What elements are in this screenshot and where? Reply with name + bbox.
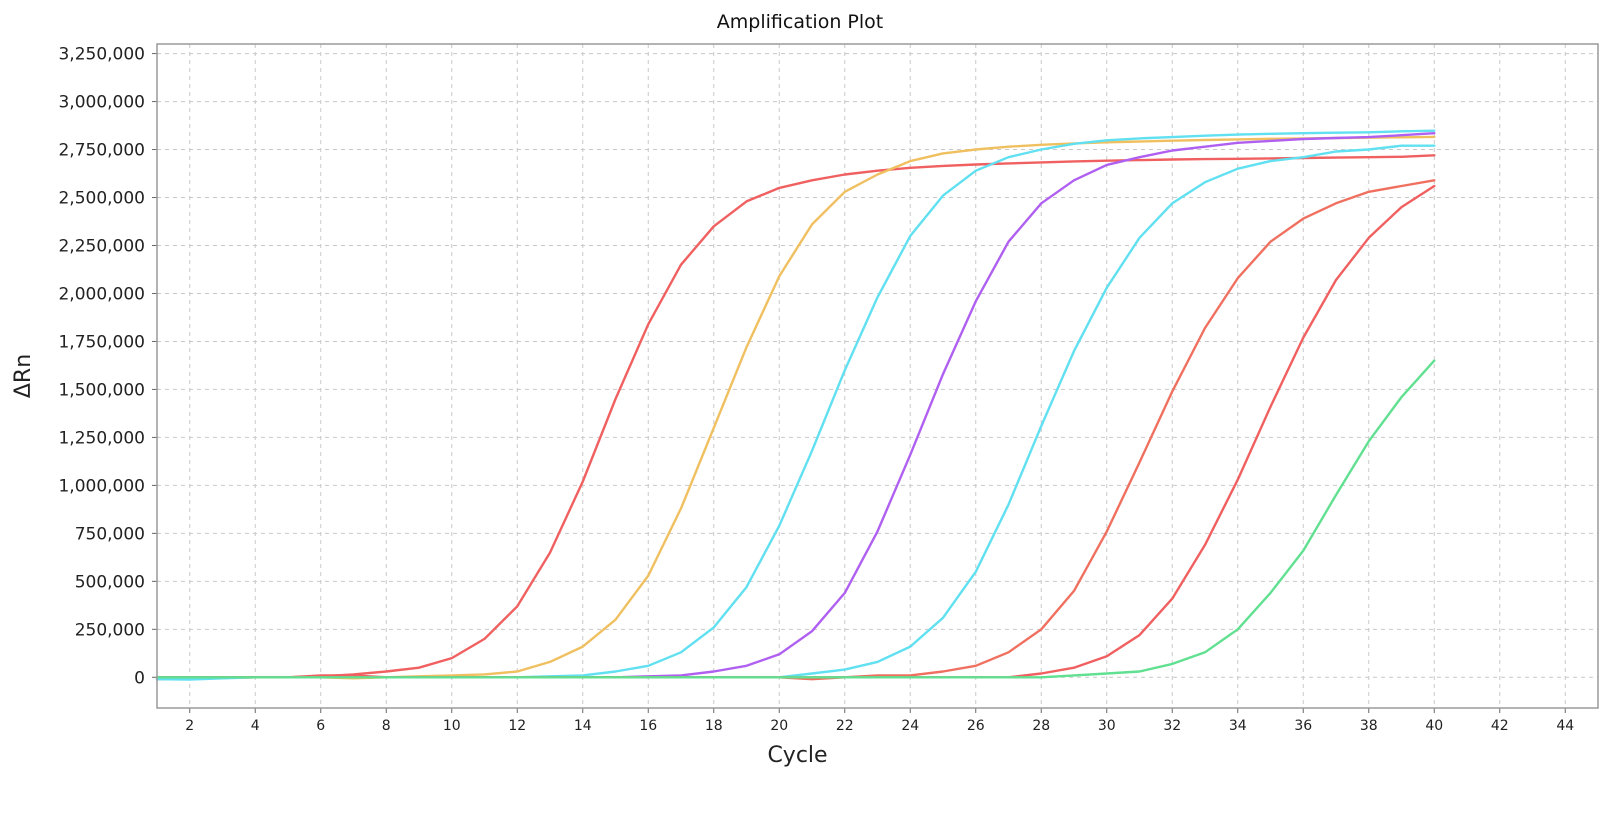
x-tick-label: 28 <box>1032 718 1050 734</box>
y-tick-label: 2,500,000 <box>58 189 145 209</box>
x-tick-label: 8 <box>382 718 391 734</box>
series-line-cyan-ct28 <box>155 144 1436 679</box>
x-tick-label: 34 <box>1229 718 1247 734</box>
series-lines <box>155 129 1436 681</box>
y-tick-label: 750,000 <box>75 524 145 544</box>
y-tick-label: 3,000,000 <box>58 93 145 113</box>
chart-title: Amplification Plot <box>717 11 883 33</box>
y-axis-ticks: 0 250,000 500,000 750,000 1,000,000 1,250,000… <box>58 45 157 688</box>
y-axis-label: ΔRn <box>11 354 36 398</box>
y-tick-label: 1,500,000 <box>58 380 145 400</box>
plot-frame <box>156 43 1599 709</box>
x-tick-label: 40 <box>1425 718 1443 734</box>
x-axis-label: Cycle <box>767 743 827 768</box>
y-tick-label: 0 <box>134 668 145 688</box>
y-tick-label: 2,750,000 <box>58 141 145 161</box>
x-tick-label: 14 <box>574 718 592 734</box>
series-line-red-ct34 <box>155 184 1436 679</box>
series-line-red-ct31 <box>155 179 1436 681</box>
y-tick-label: 1,000,000 <box>58 476 145 496</box>
x-tick-label: 44 <box>1556 718 1574 734</box>
series-line-green-ct37 <box>155 359 1436 679</box>
series-line-red-ct14 <box>155 154 1436 681</box>
x-tick-label: 22 <box>836 718 854 734</box>
x-tick-label: 4 <box>251 718 260 734</box>
series-line-cyan-ct20 <box>155 129 1436 681</box>
x-tick-label: 18 <box>705 718 723 734</box>
y-tick-label: 250,000 <box>75 620 145 640</box>
x-tick-label: 16 <box>639 718 657 734</box>
x-tick-label: 6 <box>316 718 325 734</box>
x-tick-label: 12 <box>508 718 526 734</box>
y-tick-label: 2,250,000 <box>58 237 145 257</box>
y-tick-label: 1,750,000 <box>58 332 145 352</box>
x-tick-label: 10 <box>443 718 461 734</box>
series-line-purple-ct23 <box>155 131 1436 679</box>
x-tick-label: 26 <box>967 718 985 734</box>
x-tick-label: 24 <box>901 718 919 734</box>
x-tick-label: 36 <box>1294 718 1312 734</box>
grid <box>157 44 1598 708</box>
x-axis-ticks: 2 4 6 8 10 12 14 16 18 20 22 24 26 28 30 32 34 36 38 40 42 44 <box>185 708 1574 734</box>
y-tick-label: 500,000 <box>75 572 145 592</box>
x-tick-label: 32 <box>1163 718 1181 734</box>
y-tick-label: 2,000,000 <box>58 284 145 304</box>
x-tick-label: 30 <box>1098 718 1116 734</box>
x-tick-label: 42 <box>1491 718 1509 734</box>
y-tick-label: 3,250,000 <box>58 45 145 65</box>
x-tick-label: 20 <box>770 718 788 734</box>
x-tick-label: 2 <box>185 718 194 734</box>
x-tick-label: 38 <box>1360 718 1378 734</box>
series-line-orange-ct17 <box>155 135 1436 680</box>
y-tick-label: 1,250,000 <box>58 428 145 448</box>
